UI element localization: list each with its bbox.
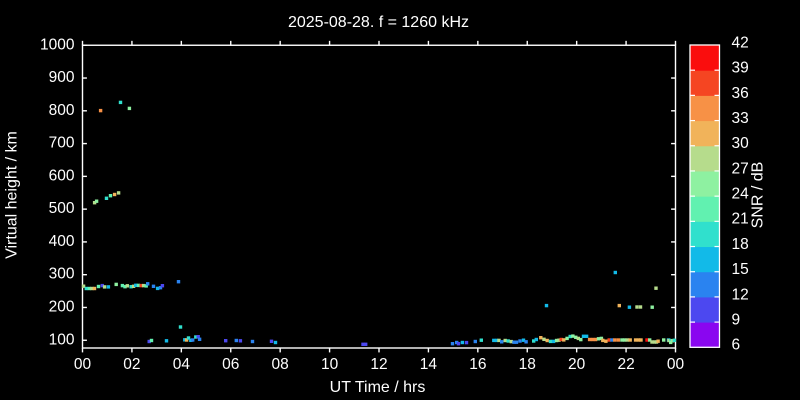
svg-text:15: 15 — [732, 261, 749, 278]
svg-text:00: 00 — [74, 356, 92, 373]
svg-text:9: 9 — [732, 312, 741, 329]
svg-text:08: 08 — [272, 356, 289, 373]
svg-text:2025-08-28. f = 1260 kHz: 2025-08-28. f = 1260 kHz — [288, 14, 469, 31]
svg-text:39: 39 — [732, 60, 749, 77]
svg-text:12: 12 — [732, 286, 749, 303]
svg-text:02: 02 — [123, 356, 140, 373]
svg-text:SNR / dB: SNR / dB — [750, 162, 767, 229]
svg-text:Virtual height / km: Virtual height / km — [3, 131, 20, 259]
svg-text:UT Time / hrs: UT Time / hrs — [330, 379, 426, 396]
svg-text:200: 200 — [49, 298, 75, 315]
svg-text:20: 20 — [568, 356, 586, 373]
svg-text:100: 100 — [49, 331, 75, 348]
svg-text:600: 600 — [49, 167, 75, 184]
svg-text:1000: 1000 — [40, 36, 75, 53]
svg-text:21: 21 — [732, 211, 749, 228]
svg-text:400: 400 — [49, 233, 75, 250]
svg-text:6: 6 — [732, 337, 741, 354]
svg-text:42: 42 — [732, 34, 749, 51]
svg-text:30: 30 — [732, 135, 750, 152]
svg-text:18: 18 — [732, 236, 749, 253]
svg-text:900: 900 — [49, 69, 75, 86]
svg-text:24: 24 — [732, 186, 750, 203]
svg-text:16: 16 — [469, 356, 486, 373]
svg-text:36: 36 — [732, 85, 749, 102]
svg-text:00: 00 — [667, 356, 685, 373]
svg-text:22: 22 — [617, 356, 634, 373]
svg-text:14: 14 — [420, 356, 438, 373]
svg-text:04: 04 — [173, 356, 191, 373]
svg-text:700: 700 — [49, 135, 75, 152]
svg-text:33: 33 — [732, 110, 749, 127]
svg-text:10: 10 — [321, 356, 339, 373]
svg-text:18: 18 — [519, 356, 536, 373]
svg-text:12: 12 — [370, 356, 387, 373]
svg-text:500: 500 — [49, 200, 75, 217]
svg-text:800: 800 — [49, 102, 75, 119]
svg-text:300: 300 — [49, 266, 75, 283]
svg-text:27: 27 — [732, 160, 749, 177]
svg-text:06: 06 — [222, 356, 239, 373]
